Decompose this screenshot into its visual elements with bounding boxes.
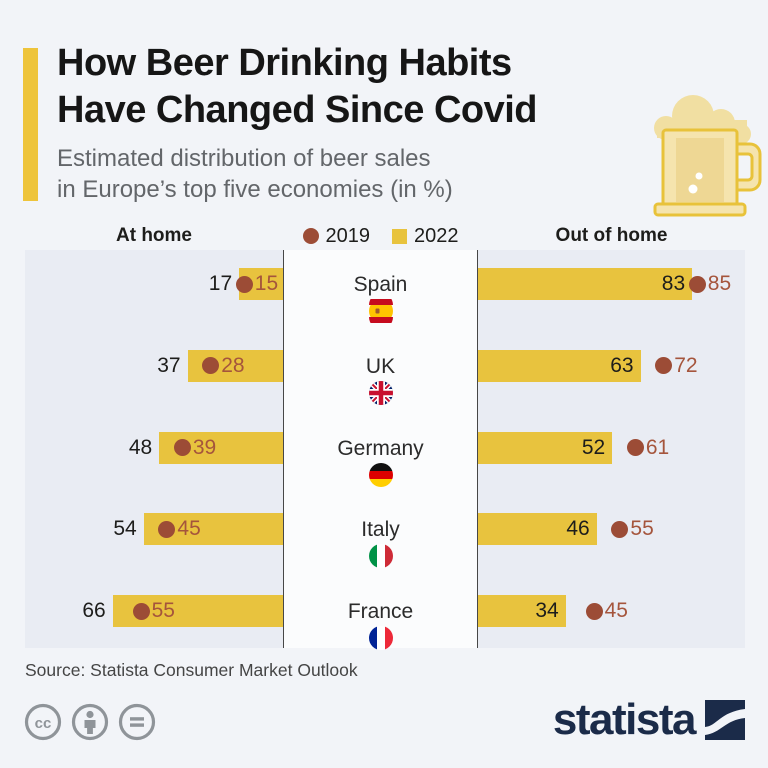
- flag-icon-Germany: [368, 462, 393, 487]
- flag-icon-UK: [368, 380, 393, 405]
- value-out-of-home-2019-Germany: 61: [645, 435, 670, 459]
- bar-out-of-home-Germany: [478, 431, 613, 464]
- dot-at-home-2019-France: [132, 602, 150, 620]
- at-home-header: At home: [116, 225, 192, 246]
- dot-out-of-home-2019-Germany: [626, 439, 644, 456]
- value-out-of-home-2022-France: 34: [535, 599, 559, 622]
- title-line-2: Have Changed Since Covid: [57, 89, 538, 131]
- beer-mug-icon: [653, 95, 762, 217]
- legend-row: At home 2019 2022 Out of home: [25, 222, 745, 250]
- country-label-Spain: Spain: [353, 273, 408, 296]
- bar-out-of-home-Spain: [478, 268, 693, 300]
- cc-icon[interactable]: cc: [23, 702, 63, 742]
- value-at-home-2019-Spain: 15: [254, 272, 279, 295]
- subtitle-line-2: in Europe’s top five economies (in %): [57, 176, 453, 203]
- dot-out-of-home-2019-France: [585, 602, 603, 620]
- source-note: Source: Statista Consumer Market Outlook: [25, 660, 358, 680]
- value-at-home-2022-Spain: 17: [208, 272, 233, 295]
- value-at-home-2022-France: 66: [82, 599, 106, 622]
- at-home-zone: 17 15 37 28 48 39 54 45 66 55: [25, 250, 283, 648]
- value-out-of-home-2019-Spain: 85: [707, 272, 732, 295]
- country-column: Spain UK Germany Italy France: [283, 250, 478, 650]
- nd-icon[interactable]: [117, 702, 157, 742]
- value-at-home-2019-UK: 28: [221, 353, 245, 377]
- statista-logo-mark-icon: [705, 700, 745, 740]
- bar-out-of-home-France: [478, 595, 566, 627]
- country-label-Italy: Italy: [361, 518, 400, 542]
- value-out-of-home-2022-Spain: 83: [661, 272, 686, 295]
- country-label-Germany: Germany: [337, 436, 424, 460]
- legend-2019-dot-icon: [302, 228, 319, 244]
- bar-out-of-home-UK: [478, 349, 641, 382]
- dot-at-home-2019-Germany: [173, 439, 191, 456]
- country-label-France: France: [347, 600, 414, 623]
- value-at-home-2022-UK: 37: [157, 353, 181, 377]
- value-at-home-2022-Italy: 54: [113, 517, 137, 541]
- out-of-home-zone: 83 85 63 72 52 61 46 55 34 45: [478, 250, 745, 648]
- svg-text:cc: cc: [35, 715, 52, 732]
- value-at-home-2019-Italy: 45: [177, 517, 201, 541]
- value-out-of-home-2019-Italy: 55: [630, 517, 654, 541]
- legend-2022-label: 2022: [414, 224, 459, 247]
- legend: 2019 2022: [283, 225, 478, 248]
- title-line-1: How Beer Drinking Habits: [57, 42, 512, 84]
- flag-icon-France: [368, 626, 393, 650]
- flag-icon-Spain: [368, 293, 393, 329]
- chart-panel: 17 15 37 28 48 39 54 45 66 55 Spain UK Germany Italy…: [25, 250, 745, 650]
- page-subtitle: Estimated distribution of beer sales in …: [57, 143, 453, 205]
- value-at-home-2019-France: 55: [151, 599, 175, 622]
- value-out-of-home-2019-France: 45: [604, 599, 628, 622]
- value-out-of-home-2022-UK: 63: [610, 353, 634, 377]
- dot-out-of-home-2019-Italy: [611, 520, 629, 538]
- bar-out-of-home-Italy: [478, 513, 597, 546]
- license-icons: cc: [23, 702, 157, 742]
- dot-at-home-2019-UK: [202, 357, 220, 375]
- statista-logo[interactable]: statista: [553, 698, 745, 742]
- value-out-of-home-2022-Germany: 52: [581, 435, 606, 459]
- value-at-home-2019-Germany: 39: [192, 435, 217, 459]
- page-title: How Beer Drinking Habits Have Changed Si…: [57, 40, 538, 134]
- subtitle-line-1: Estimated distribution of beer sales: [57, 145, 431, 172]
- legend-item-2019: 2019: [302, 224, 371, 248]
- attribution-icon[interactable]: [70, 702, 110, 742]
- value-at-home-2022-Germany: 48: [128, 435, 153, 459]
- legend-item-2022: 2022: [392, 225, 459, 248]
- dot-at-home-2019-Italy: [158, 520, 176, 538]
- legend-2019-label: 2019: [325, 224, 371, 247]
- dot-out-of-home-2019-UK: [655, 357, 673, 375]
- dot-out-of-home-2019-Spain: [688, 275, 706, 293]
- statista-wordmark: statista: [552, 695, 697, 744]
- legend-2022-square-icon: [392, 228, 407, 244]
- title-accent-bar: [23, 48, 38, 201]
- dot-at-home-2019-Spain: [235, 275, 253, 293]
- value-out-of-home-2019-UK: 72: [674, 353, 698, 377]
- flag-icon-Italy: [368, 544, 393, 569]
- value-out-of-home-2022-Italy: 46: [566, 517, 590, 541]
- country-label-UK: UK: [365, 354, 396, 378]
- out-of-home-header: Out of home: [555, 225, 668, 246]
